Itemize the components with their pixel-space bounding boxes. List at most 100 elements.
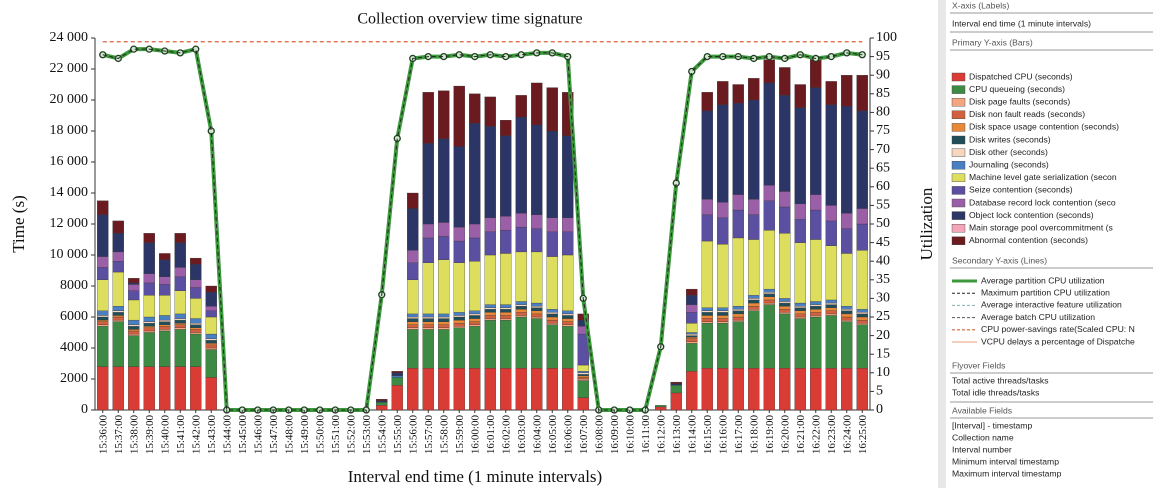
bar-segment — [407, 192, 419, 209]
bar-segment — [469, 313, 481, 316]
bar-segment — [500, 216, 512, 231]
bar-segment — [500, 253, 512, 305]
field[interactable]: Interval end time (1 minute intervals) — [952, 18, 1091, 28]
bar-segment — [469, 324, 481, 327]
bar-segment — [174, 366, 186, 411]
y2-tick-label: 35 — [876, 272, 890, 287]
bar-segment — [841, 75, 853, 107]
bar-segment — [515, 304, 527, 307]
x-tick-label: 16:25:00 — [857, 415, 869, 455]
bar-segment — [779, 206, 791, 234]
panel-header: Available Fields — [952, 405, 1012, 415]
field[interactable]: Total idle threads/tasks — [952, 387, 1039, 397]
bar-segment — [469, 367, 481, 411]
bar-segment — [174, 318, 186, 321]
bar-segment — [143, 282, 155, 296]
bar-segment — [825, 302, 837, 305]
bar-segment — [422, 313, 434, 318]
bar-segment — [484, 318, 496, 321]
legend-swatch — [951, 173, 966, 183]
bar-segment — [825, 304, 837, 308]
bar-segment — [422, 367, 434, 411]
bar-segment — [825, 307, 837, 311]
bar-segment — [779, 301, 791, 304]
bar-segment — [453, 85, 465, 147]
field[interactable]: Interval number — [952, 444, 1012, 454]
field[interactable]: [Interval] - timestamp — [952, 420, 1032, 430]
y2-tick-label: 90 — [876, 67, 890, 82]
bar-segment — [190, 332, 202, 335]
bar-segment — [686, 333, 698, 336]
bar-segment — [841, 367, 853, 411]
field[interactable]: Minimum interval timestamp — [952, 456, 1059, 466]
bar-segment — [500, 230, 512, 254]
bar-segment — [500, 135, 512, 217]
bar-segment — [717, 81, 729, 105]
bar-segment — [500, 312, 512, 316]
bar-segment — [825, 245, 837, 301]
legend-entry: Disk space usage contention (seconds) — [969, 122, 1119, 132]
bar-segment — [748, 305, 760, 310]
bar-segment — [205, 343, 217, 346]
y2-tick-label: 5 — [876, 384, 883, 399]
bar-segment — [453, 312, 465, 316]
legend-swatch — [951, 160, 966, 170]
field[interactable]: Total active threads/tasks — [952, 375, 1049, 385]
x-tick-label: 15:52:00 — [345, 415, 357, 455]
bar-segment — [112, 220, 124, 234]
bar-segment — [856, 313, 868, 318]
field[interactable]: Maximum interval timestamp — [952, 468, 1062, 478]
x-tick-label: 16:08:00 — [593, 415, 605, 455]
bar-segment — [484, 254, 496, 305]
bar-segment — [794, 203, 806, 220]
legend-swatch — [951, 223, 966, 233]
bar-segment — [453, 226, 465, 242]
x-tick-label: 16:06:00 — [562, 415, 574, 455]
field[interactable]: Collection name — [952, 432, 1014, 442]
bar-segment — [484, 304, 496, 308]
bar-segment — [500, 315, 512, 319]
bar-segment — [763, 302, 775, 305]
bar-segment — [794, 107, 806, 204]
bar-segment — [391, 372, 403, 377]
bar-segment — [546, 313, 558, 318]
legend-swatch — [951, 236, 966, 246]
bar-segment — [453, 316, 465, 321]
bar-segment — [810, 58, 822, 88]
bar-segment — [531, 302, 543, 307]
bar-segment — [438, 259, 450, 315]
bar-segment — [453, 315, 465, 318]
bar-segment — [686, 335, 698, 338]
legend-entry: Average partition CPU utilization — [981, 275, 1105, 285]
bar-segment — [453, 323, 465, 327]
bar-segment — [810, 304, 822, 307]
bar-segment — [469, 123, 481, 225]
bar-segment — [546, 256, 558, 310]
chart-title: Collection overview time signature — [357, 11, 582, 28]
x-tick-label: 16:02:00 — [500, 415, 512, 455]
bar-segment — [810, 309, 822, 313]
bar-segment — [174, 329, 186, 367]
bar-segment — [515, 226, 527, 253]
bar-segment — [810, 316, 822, 369]
bar-segment — [562, 367, 574, 411]
bar-segment — [701, 240, 713, 308]
bar-segment — [856, 316, 868, 321]
legend-entry: Average interactive feature utilization — [981, 300, 1122, 310]
bar-segment — [515, 315, 527, 318]
y2-tick-label: 30 — [876, 291, 890, 306]
bar-segment — [655, 405, 667, 408]
y-tick-label: 22 000 — [50, 61, 89, 76]
bar-segment — [205, 347, 217, 350]
bar-segment — [112, 315, 124, 318]
scrollbar[interactable] — [938, 0, 946, 488]
bar-segment — [205, 305, 217, 311]
bar-segment — [670, 392, 682, 411]
bar-segment — [484, 307, 496, 310]
bar-segment — [763, 292, 775, 294]
bar-segment — [190, 366, 202, 411]
bar-segment — [748, 302, 760, 307]
bar-segment — [438, 367, 450, 411]
bar-segment — [438, 138, 450, 223]
bar-segment — [515, 116, 527, 214]
